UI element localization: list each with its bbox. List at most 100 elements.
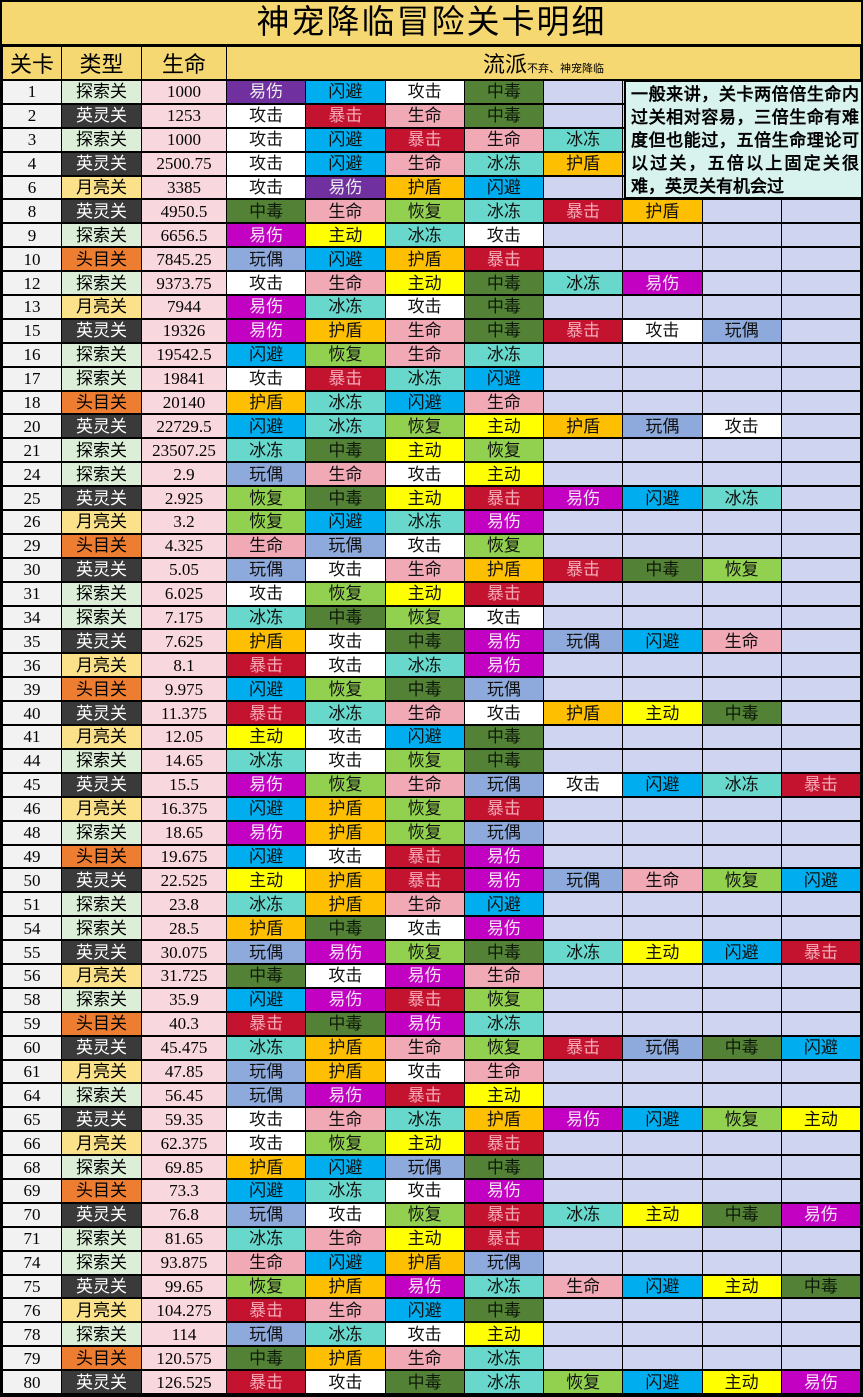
tag-cell[interactable]: 易伤 — [225, 222, 307, 249]
empty-cell[interactable] — [622, 748, 703, 774]
empty-cell[interactable] — [622, 605, 703, 631]
tag-cell[interactable]: 护盾 — [225, 1154, 307, 1180]
tag-cell[interactable]: 护盾 — [225, 628, 307, 655]
empty-cell[interactable] — [701, 437, 782, 464]
tag-cell[interactable]: 易伤 — [384, 1274, 465, 1300]
hp-cell[interactable]: 19326 — [141, 318, 227, 344]
tag-cell[interactable]: 攻击 — [305, 652, 386, 679]
tag-cell[interactable]: 闪避 — [622, 772, 703, 798]
tag-cell[interactable]: 闪避 — [225, 1178, 307, 1204]
empty-cell[interactable] — [701, 1250, 782, 1276]
hp-cell[interactable]: 76.8 — [141, 1202, 227, 1228]
empty-cell[interactable] — [542, 509, 624, 535]
empty-cell[interactable] — [780, 987, 861, 1013]
empty-cell[interactable] — [542, 1130, 624, 1157]
hp-cell[interactable]: 40.3 — [141, 1011, 227, 1037]
tag-cell[interactable]: 冰冻 — [384, 652, 465, 679]
tag-cell[interactable]: 中毒 — [305, 485, 386, 512]
tag-cell[interactable]: 中毒 — [780, 1274, 861, 1300]
tag-cell[interactable]: 易伤 — [463, 844, 545, 870]
tag-cell[interactable]: 暴击 — [463, 246, 545, 273]
tag-cell[interactable]: 玩偶 — [542, 628, 624, 655]
empty-cell[interactable] — [542, 724, 624, 750]
tag-cell[interactable]: 玩偶 — [463, 676, 545, 703]
tag-cell[interactable]: 玩偶 — [622, 413, 703, 440]
tag-cell[interactable]: 攻击 — [225, 127, 307, 153]
empty-cell[interactable] — [622, 1154, 703, 1180]
tag-cell[interactable]: 护盾 — [542, 700, 624, 727]
level-cell[interactable]: 69 — [2, 1178, 62, 1204]
empty-cell[interactable] — [701, 1226, 782, 1252]
empty-cell[interactable] — [701, 1178, 782, 1204]
level-cell[interactable]: 16 — [2, 342, 62, 368]
col-header-style[interactable]: 流派不弃、神宠降临 — [226, 46, 861, 81]
type-cell[interactable]: 头目关 — [61, 1178, 142, 1204]
tag-cell[interactable]: 中毒 — [384, 628, 465, 655]
tag-cell[interactable]: 攻击 — [305, 724, 386, 750]
type-cell[interactable]: 探索关 — [61, 79, 142, 105]
empty-cell[interactable] — [780, 1297, 861, 1324]
tag-cell[interactable]: 冰冻 — [225, 437, 307, 464]
tag-cell[interactable]: 中毒 — [463, 1297, 545, 1324]
hp-cell[interactable]: 22729.5 — [141, 413, 227, 440]
tag-cell[interactable]: 攻击 — [463, 700, 545, 727]
tag-cell[interactable]: 闪避 — [225, 796, 307, 822]
tag-cell[interactable]: 闪避 — [384, 1297, 465, 1324]
tag-cell[interactable]: 冰冻 — [463, 1274, 545, 1300]
empty-cell[interactable] — [780, 413, 861, 440]
hp-cell[interactable]: 104.275 — [141, 1297, 227, 1324]
tag-cell[interactable]: 中毒 — [463, 294, 545, 320]
tag-cell[interactable]: 生命 — [305, 461, 386, 488]
tag-cell[interactable]: 生命 — [542, 1274, 624, 1300]
empty-cell[interactable] — [622, 509, 703, 535]
empty-cell[interactable] — [780, 963, 861, 989]
type-cell[interactable]: 英灵关 — [61, 318, 142, 344]
empty-cell[interactable] — [701, 1082, 782, 1109]
type-cell[interactable]: 月亮关 — [61, 294, 142, 320]
empty-cell[interactable] — [701, 198, 782, 225]
empty-cell[interactable] — [701, 509, 782, 535]
hp-cell[interactable]: 99.65 — [141, 1274, 227, 1300]
hp-cell[interactable]: 3.2 — [141, 509, 227, 535]
empty-cell[interactable] — [701, 222, 782, 249]
type-cell[interactable]: 探索关 — [61, 581, 142, 607]
tag-cell[interactable]: 暴击 — [542, 198, 624, 225]
tag-cell[interactable]: 恢复 — [463, 533, 545, 559]
tag-cell[interactable]: 冰冻 — [463, 1345, 545, 1372]
empty-cell[interactable] — [622, 1082, 703, 1109]
empty-cell[interactable] — [542, 103, 624, 129]
empty-cell[interactable] — [542, 1082, 624, 1109]
tag-cell[interactable]: 主动 — [384, 581, 465, 607]
level-cell[interactable]: 29 — [2, 533, 62, 559]
tag-cell[interactable]: 闪避 — [463, 366, 545, 392]
tag-cell[interactable]: 护盾 — [622, 198, 703, 225]
empty-cell[interactable] — [622, 891, 703, 918]
hp-cell[interactable]: 5.05 — [141, 557, 227, 583]
empty-cell[interactable] — [622, 915, 703, 942]
tag-cell[interactable]: 中毒 — [384, 1369, 465, 1395]
tag-cell[interactable]: 闪避 — [622, 628, 703, 655]
empty-cell[interactable] — [701, 1059, 782, 1085]
tag-cell[interactable]: 冰冻 — [225, 748, 307, 774]
tag-cell[interactable]: 攻击 — [225, 175, 307, 201]
tag-cell[interactable]: 中毒 — [305, 605, 386, 631]
tag-cell[interactable]: 暴击 — [542, 1035, 624, 1061]
tag-cell[interactable]: 主动 — [384, 485, 465, 512]
tag-cell[interactable]: 易伤 — [622, 270, 703, 297]
level-cell[interactable]: 74 — [2, 1250, 62, 1276]
hp-cell[interactable]: 23507.25 — [141, 437, 227, 464]
tag-cell[interactable]: 易伤 — [225, 294, 307, 320]
tag-cell[interactable]: 主动 — [384, 270, 465, 297]
hp-cell[interactable]: 14.65 — [141, 748, 227, 774]
type-cell[interactable]: 探索关 — [61, 270, 142, 297]
tag-cell[interactable]: 恢复 — [305, 772, 386, 798]
tag-cell[interactable]: 闪避 — [701, 939, 782, 965]
tag-cell[interactable]: 中毒 — [463, 939, 545, 965]
type-cell[interactable]: 英灵关 — [61, 485, 142, 512]
hp-cell[interactable]: 1000 — [141, 79, 227, 105]
empty-cell[interactable] — [542, 1178, 624, 1204]
tag-cell[interactable]: 闪避 — [225, 413, 307, 440]
tag-cell[interactable]: 中毒 — [622, 557, 703, 583]
tag-cell[interactable]: 恢复 — [305, 676, 386, 703]
type-cell[interactable]: 月亮关 — [61, 175, 142, 201]
